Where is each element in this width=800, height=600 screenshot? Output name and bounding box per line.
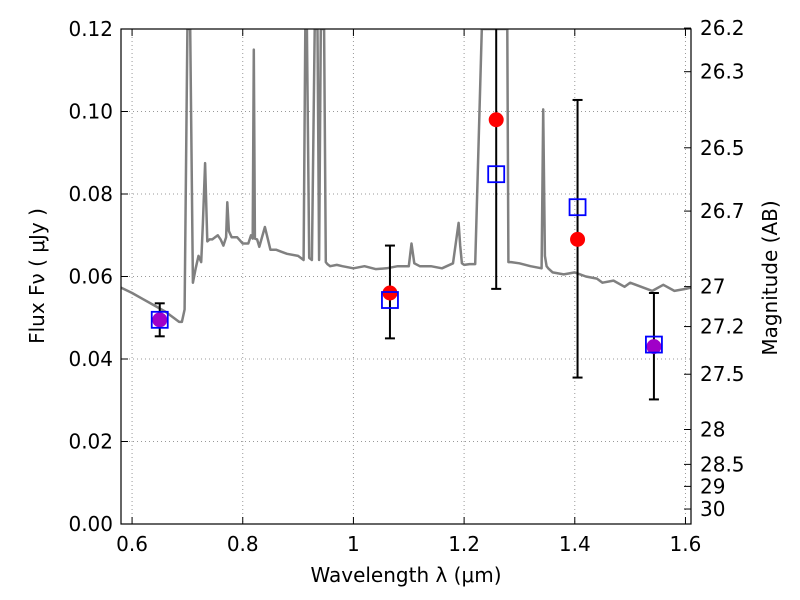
- marker-layer: [150, 112, 663, 355]
- y-tick-label: 0.00: [68, 512, 113, 536]
- y-tick-label: 0.06: [68, 265, 113, 289]
- y2-tick-label: 27.5: [700, 362, 745, 386]
- y2-tick-label: 26.2: [700, 16, 745, 40]
- y2-tick-label: 30: [700, 497, 725, 521]
- tick-layer: 0.6 0.8 1 1.2 1.4 1.6 0.00 0.02 0.04 0.06 0.08 0.10…: [68, 16, 744, 556]
- y2-tick-label: 28: [700, 418, 725, 442]
- y2-tick-label: 26.7: [700, 199, 745, 223]
- x-axis-label: Wavelength λ (μm): [310, 563, 501, 587]
- x-tick-label: 1: [347, 532, 360, 556]
- model-band-square: [487, 165, 506, 184]
- grid-lines: [121, 28, 691, 525]
- observed-point: [152, 312, 168, 328]
- model-spectrum-layer: [121, 29, 691, 324]
- errorbar-layer: [154, 29, 659, 401]
- y-tick-label: 0.10: [68, 100, 113, 124]
- y2-tick-label: 28.5: [700, 452, 745, 476]
- y-tick-label: 0.08: [68, 182, 113, 206]
- observed-point: [570, 231, 586, 247]
- x-tick-label: 1.4: [559, 532, 591, 556]
- y2-tick-label: 26.5: [700, 136, 745, 160]
- plot-area: [121, 29, 691, 401]
- observed-point: [382, 285, 398, 301]
- y2-tick-label: 26.3: [700, 60, 745, 84]
- y2-tick-label: 27: [700, 275, 725, 299]
- x-tick-label: 1.2: [448, 532, 480, 556]
- y-axis-label: Flux Fν ( μJy ): [25, 208, 49, 344]
- y-tick-label: 0.02: [68, 430, 113, 454]
- y-tick-label: 0.04: [68, 347, 113, 371]
- y2-tick-label: 29: [700, 474, 725, 498]
- model-band-square: [568, 198, 587, 217]
- y2-tick-label: 27.2: [700, 315, 745, 339]
- observed-point: [646, 339, 662, 355]
- model-band-square: [645, 335, 663, 354]
- observed-point: [488, 112, 504, 128]
- model-band-square: [381, 291, 399, 309]
- model-band-square: [150, 310, 169, 329]
- x-tick-label: 1.6: [670, 532, 702, 556]
- y2-axis-label: Magnitude (AB): [758, 200, 782, 355]
- model-spectrum-line: [121, 29, 691, 324]
- y-tick-label: 0.12: [68, 17, 113, 41]
- x-tick-label: 0.8: [227, 532, 259, 556]
- x-tick-label: 0.6: [116, 532, 148, 556]
